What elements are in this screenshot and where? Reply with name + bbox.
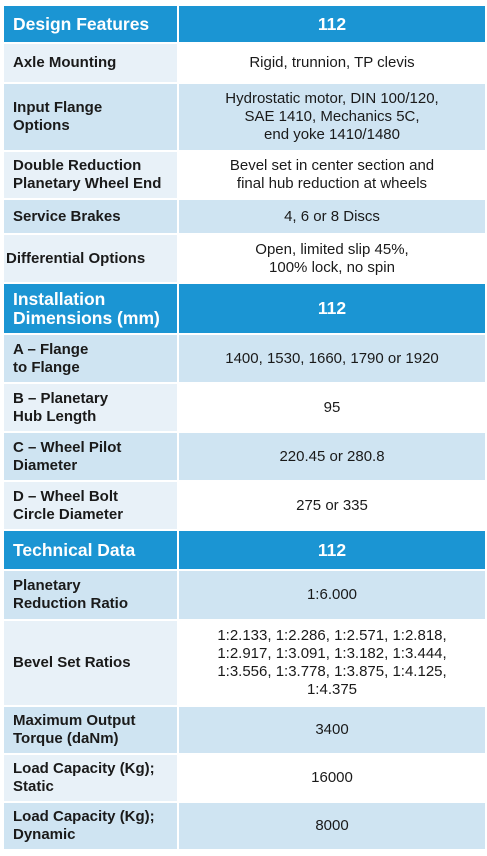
table-row: C – Wheel Pilot Diameter 220.45 or 280.8 — [4, 433, 485, 482]
row-label-bevel-set-ratios: Bevel Set Ratios — [4, 621, 179, 705]
section-header-label: Technical Data — [4, 531, 179, 569]
section-header-installation-dimensions: Installation Dimensions (mm) 112 — [4, 284, 485, 335]
row-value-planetary-hub-length: 95 — [179, 384, 485, 431]
row-value-flange-to-flange: 1400, 1530, 1660, 1790 or 1920 — [179, 335, 485, 382]
table-row: Differential Options Open, limited slip … — [4, 235, 485, 284]
table-row: Maximum Output Torque (daNm) 3400 — [4, 707, 485, 755]
row-value-axle-mounting: Rigid, trunnion, TP clevis — [179, 44, 485, 82]
row-label-flange-to-flange: A – Flange to Flange — [4, 335, 179, 382]
table-row: Planetary Reduction Ratio 1:6.000 — [4, 571, 485, 621]
section-header-technical-data: Technical Data 112 — [4, 531, 485, 571]
row-value-maximum-output-torque: 3400 — [179, 707, 485, 753]
row-value-wheel-bolt-circle-diameter: 275 or 335 — [179, 482, 485, 529]
row-label-wheel-bolt-circle-diameter: D – Wheel Bolt Circle Diameter — [4, 482, 179, 529]
row-label-differential-options: Differential Options — [4, 235, 179, 282]
table-row: Input Flange Options Hydrostatic motor, … — [4, 84, 485, 152]
row-value-differential-options: Open, limited slip 45%, 100% lock, no sp… — [179, 235, 485, 282]
table-row: Double Reduction Planetary Wheel End Bev… — [4, 152, 485, 200]
section-header-model: 112 — [317, 298, 347, 318]
row-label-load-capacity-static: Load Capacity (Kg); Static — [4, 755, 179, 801]
row-value-input-flange-options: Hydrostatic motor, DIN 100/120, SAE 1410… — [179, 84, 485, 150]
table-row: A – Flange to Flange 1400, 1530, 1660, 1… — [4, 335, 485, 384]
table-row: Axle Mounting Rigid, trunnion, TP clevis — [4, 44, 485, 84]
row-value-wheel-pilot-diameter: 220.45 or 280.8 — [179, 433, 485, 480]
row-value-load-capacity-dynamic: 8000 — [179, 803, 485, 849]
row-label-planetary-hub-length: B – Planetary Hub Length — [4, 384, 179, 431]
row-value-service-brakes: 4, 6 or 8 Discs — [179, 200, 485, 233]
row-label-wheel-pilot-diameter: C – Wheel Pilot Diameter — [4, 433, 179, 480]
table-row: D – Wheel Bolt Circle Diameter 275 or 33… — [4, 482, 485, 531]
row-label-planetary-reduction-ratio: Planetary Reduction Ratio — [4, 571, 179, 619]
row-label-input-flange-options: Input Flange Options — [4, 84, 179, 150]
row-value-load-capacity-static: 16000 — [179, 755, 485, 801]
row-label-maximum-output-torque: Maximum Output Torque (daNm) — [4, 707, 179, 753]
section-header-label: Installation Dimensions (mm) — [4, 284, 179, 333]
section-header-label: Design Features — [4, 6, 179, 42]
row-value-bevel-set-ratios: 1:2.133, 1:2.286, 1:2.571, 1:2.818, 1:2.… — [179, 621, 485, 705]
table-row: Service Brakes 4, 6 or 8 Discs — [4, 200, 485, 235]
row-value-double-reduction: Bevel set in center section and final hu… — [179, 152, 485, 198]
table-row: B – Planetary Hub Length 95 — [4, 384, 485, 433]
row-value-planetary-reduction-ratio: 1:6.000 — [179, 571, 485, 619]
row-label-axle-mounting: Axle Mounting — [4, 44, 179, 82]
table-row: Bevel Set Ratios 1:2.133, 1:2.286, 1:2.5… — [4, 621, 485, 707]
spec-table: Design Features 112 Axle Mounting Rigid,… — [4, 6, 485, 851]
section-header-design-features: Design Features 112 — [4, 6, 485, 44]
table-row: Load Capacity (Kg); Static 16000 — [4, 755, 485, 803]
row-label-double-reduction: Double Reduction Planetary Wheel End — [4, 152, 179, 198]
row-label-service-brakes: Service Brakes — [4, 200, 179, 233]
row-label-load-capacity-dynamic: Load Capacity (Kg); Dynamic — [4, 803, 179, 849]
table-row: Load Capacity (Kg); Dynamic 8000 — [4, 803, 485, 851]
section-header-model: 112 — [317, 539, 347, 560]
section-header-model: 112 — [317, 13, 347, 34]
